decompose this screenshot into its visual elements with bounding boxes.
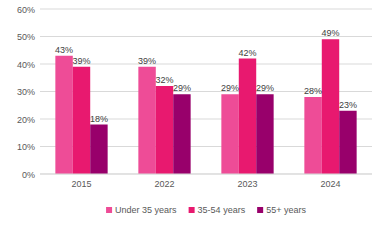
legend-swatch [189, 207, 195, 213]
bar [339, 111, 356, 174]
y-tick-label: 50% [17, 32, 35, 42]
bar [221, 94, 238, 174]
data-label: 39% [72, 56, 90, 66]
y-tick-label: 40% [17, 60, 35, 70]
y-tick-label: 10% [17, 142, 35, 152]
data-label: 18% [90, 114, 108, 124]
bar [304, 97, 321, 174]
data-label: 29% [221, 83, 239, 93]
legend-label: 35-54 years [198, 205, 246, 215]
legend-label: Under 35 years [115, 205, 177, 215]
x-axis [40, 174, 372, 175]
grid-line [40, 174, 372, 175]
legend-swatch [257, 207, 263, 213]
bar [156, 86, 173, 174]
bar [55, 56, 72, 174]
y-tick-label: 0% [22, 170, 35, 180]
y-tick-label: 30% [17, 87, 35, 97]
bar [322, 39, 339, 174]
data-labels: 43%39%29%28%39%32%42%49%18%29%29%23% [55, 28, 357, 123]
bar [173, 94, 190, 174]
legend-swatch [106, 207, 112, 213]
bar [90, 125, 107, 175]
data-label: 49% [321, 28, 339, 38]
data-label: 29% [256, 83, 274, 93]
data-label: 28% [304, 86, 322, 96]
grid-line [40, 9, 372, 10]
x-tick-label: 2023 [237, 179, 257, 189]
x-tick-label: 2015 [71, 179, 91, 189]
bar [138, 67, 155, 174]
data-label: 39% [138, 56, 156, 66]
legend-label: 55+ years [266, 205, 306, 215]
data-label: 42% [238, 48, 256, 58]
data-label: 32% [155, 75, 173, 85]
y-tick-label: 20% [17, 115, 35, 125]
data-label: 29% [173, 83, 191, 93]
bar [256, 94, 273, 174]
bar [73, 67, 90, 174]
data-label: 23% [339, 100, 357, 110]
y-tick-label: 60% [17, 5, 35, 15]
bar [239, 59, 256, 175]
data-label: 43% [55, 45, 73, 55]
chart: 0%10%20%30%40%50%60%43%39%29%28%39%32%42… [0, 0, 380, 227]
bars [55, 39, 356, 174]
legend: Under 35 years 35-54 years 55+ years [106, 205, 306, 215]
x-tick-label: 2022 [154, 179, 174, 189]
x-tick-label: 2024 [320, 179, 340, 189]
